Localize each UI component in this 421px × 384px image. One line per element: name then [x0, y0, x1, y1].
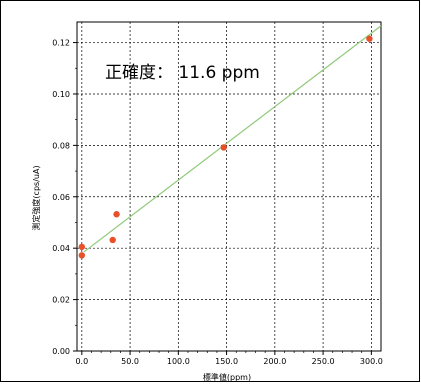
x-tick-labels: 0.0 50.0 100.0 150.0 200.0 250.0 300.0: [75, 357, 382, 366]
fit-line: [83, 25, 382, 253]
y-tick-label: 0.04: [52, 244, 70, 253]
data-point: [366, 35, 373, 42]
y-tick-label: 0.06: [52, 193, 70, 202]
data-point: [78, 252, 86, 259]
x-tick-label: 200.0: [263, 357, 286, 366]
data-point: [109, 236, 116, 244]
accuracy-annotation: 正確度： 11.6 ppm: [105, 63, 260, 83]
axis-ticks: [73, 42, 372, 355]
y-tick-label: 0.10: [52, 90, 70, 99]
plot-area: [76, 21, 382, 352]
x-tick-label: 100.0: [167, 357, 190, 366]
y-tick-label: 0.08: [52, 141, 70, 150]
y-tick-labels: 0.00 0.02 0.04 0.06 0.08 0.10 0.12: [52, 39, 70, 356]
y-axis-title: 測定強度(cps/uA): [31, 165, 41, 230]
data-point: [113, 211, 120, 218]
x-tick-label: 50.0: [121, 357, 139, 366]
y-tick-label: 0.00: [52, 347, 70, 356]
x-axis-title: 標準値(ppm): [203, 372, 251, 382]
data-point: [220, 144, 227, 151]
y-tick-label: 0.02: [52, 296, 70, 305]
data-points: [78, 35, 373, 259]
x-tick-label: 250.0: [312, 357, 335, 366]
y-tick-label: 0.12: [52, 39, 70, 48]
data-point: [78, 243, 86, 251]
x-tick-label: 150.0: [215, 357, 238, 366]
grid: [77, 22, 381, 351]
fit-lines: [83, 25, 382, 253]
x-tick-label: 300.0: [360, 357, 383, 366]
x-tick-label: 0.0: [75, 357, 88, 366]
